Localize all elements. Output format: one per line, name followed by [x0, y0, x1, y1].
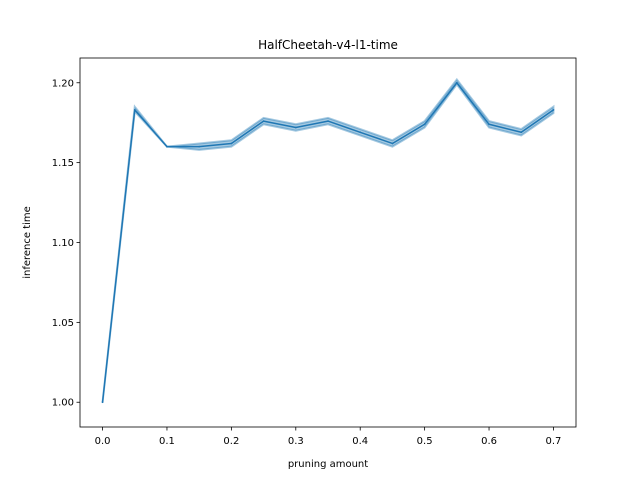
data-point	[520, 131, 523, 134]
x-tick-label: 0.6	[481, 436, 497, 447]
data-point	[133, 109, 136, 111]
y-tick-label: 1.15	[52, 158, 74, 169]
plot-frame	[79, 57, 577, 428]
x-tick-label: 0.2	[223, 436, 239, 447]
data-point	[391, 142, 394, 145]
data-point	[423, 123, 426, 126]
y-axis-ticks: 1.00 1.05 1.10 1.15 1.20	[52, 78, 80, 409]
data-point	[455, 81, 458, 84]
y-tick-label: 1.05	[52, 318, 74, 329]
x-axis-title: pruning amount	[288, 459, 368, 470]
chart-title: HalfCheetah-v4-l1-time	[258, 38, 398, 52]
data-point	[552, 109, 555, 111]
data-point	[198, 145, 201, 148]
x-tick-label: 0.0	[95, 436, 111, 447]
data-point	[294, 126, 297, 129]
x-tick-label: 0.1	[159, 436, 175, 447]
data-point	[262, 120, 265, 122]
y-tick-label: 1.00	[52, 398, 74, 409]
series-line-layer	[101, 81, 555, 404]
x-tick-label: 0.7	[546, 436, 562, 447]
x-tick-label: 0.3	[288, 436, 304, 447]
data-point	[359, 131, 362, 134]
data-point	[230, 142, 233, 145]
data-point	[166, 145, 168, 148]
y-tick-label: 1.20	[52, 78, 74, 89]
x-tick-label: 0.5	[417, 436, 433, 447]
data-point	[327, 120, 329, 122]
y-tick-label: 1.10	[52, 238, 74, 249]
plot-background	[80, 58, 576, 427]
x-axis-ticks: 0.0 0.1 0.2 0.3 0.4 0.5 0.6 0.7	[95, 427, 562, 447]
data-point	[488, 123, 490, 126]
y-axis-title: inference time	[22, 206, 33, 279]
x-tick-label: 0.4	[352, 436, 368, 447]
data-point	[101, 401, 104, 404]
